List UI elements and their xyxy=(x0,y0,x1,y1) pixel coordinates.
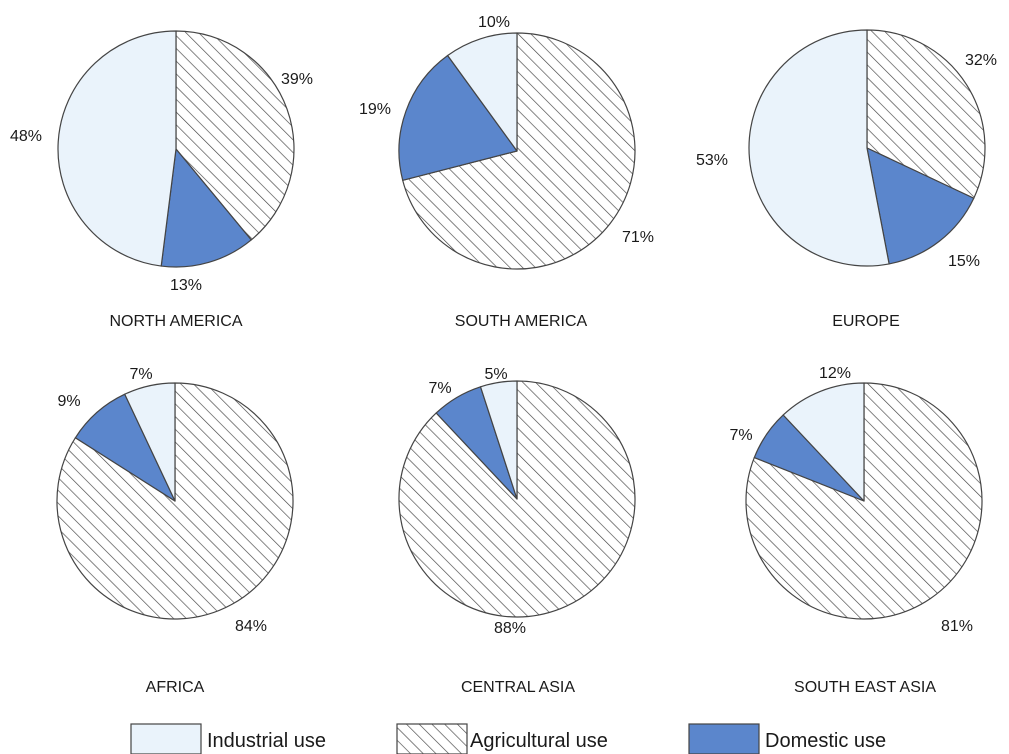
data-label-europe-domestic: 15% xyxy=(948,253,980,270)
chart-title-europe: EUROPE xyxy=(832,313,900,330)
slice-south-america-domestic xyxy=(398,54,518,181)
pie-south-america: 71% 19% 10% xyxy=(359,14,654,270)
data-label-central-asia-domestic: 7% xyxy=(428,380,451,397)
data-label-south-america-agricultural: 71% xyxy=(622,229,654,246)
data-label-north-america-domestic: 13% xyxy=(170,277,202,294)
slice-africa-industrial xyxy=(124,382,176,502)
data-label-south-east-asia-domestic: 7% xyxy=(729,427,752,444)
slice-europe-domestic xyxy=(866,147,975,265)
data-label-central-asia-agricultural: 88% xyxy=(494,620,526,637)
legend-label-industrial: Industrial use xyxy=(207,730,326,752)
legend: Industrial use Agricultural use Domestic… xyxy=(130,723,886,754)
data-label-south-america-industrial: 10% xyxy=(478,14,510,31)
pie-central-asia: 88% 7% 5% xyxy=(398,366,636,637)
pie-north-america: 39% 13% 48% xyxy=(10,30,313,294)
chart-title-south-america: SOUTH AMERICA xyxy=(455,313,588,330)
slice-central-asia-industrial xyxy=(479,380,518,500)
data-label-north-america-industrial: 48% xyxy=(10,128,42,145)
legend-swatch-industrial xyxy=(130,723,202,754)
legend-label-domestic: Domestic use xyxy=(765,730,886,752)
slice-europe-agricultural xyxy=(866,29,986,199)
data-label-south-america-domestic: 19% xyxy=(359,101,391,118)
data-label-south-east-asia-agricultural: 81% xyxy=(941,618,973,635)
chart-title-north-america: NORTH AMERICA xyxy=(109,313,242,330)
slice-north-america-domestic xyxy=(160,148,252,268)
legend-label-agricultural: Agricultural use xyxy=(470,730,608,752)
data-label-central-asia-industrial: 5% xyxy=(484,366,507,383)
legend-swatch-agricultural xyxy=(396,723,468,754)
data-label-north-america-agricultural: 39% xyxy=(281,71,313,88)
data-label-africa-agricultural: 84% xyxy=(235,618,267,635)
data-label-europe-industrial: 53% xyxy=(696,152,728,169)
slice-south-east-asia-agricultural xyxy=(745,382,983,620)
data-label-europe-agricultural: 32% xyxy=(965,52,997,69)
pie-africa: 84% 9% 7% xyxy=(56,366,294,635)
slice-central-asia-agricultural xyxy=(398,380,636,618)
chart-title-south-east-asia: SOUTH EAST ASIA xyxy=(794,679,936,696)
chart-title-central-asia: CENTRAL ASIA xyxy=(461,679,575,696)
slice-south-america-agricultural xyxy=(402,32,636,270)
slice-north-america-industrial xyxy=(57,30,177,267)
slice-north-america-agricultural xyxy=(175,30,295,241)
data-label-africa-industrial: 7% xyxy=(129,366,152,383)
slice-europe-industrial xyxy=(748,29,890,267)
chart-title-africa: AFRICA xyxy=(146,679,205,696)
data-label-south-east-asia-industrial: 12% xyxy=(819,365,851,382)
pie-europe: 32% 15% 53% xyxy=(696,29,997,270)
legend-swatch-domestic xyxy=(688,723,760,754)
slice-south-america-industrial xyxy=(447,32,518,152)
pie-south-east-asia: 81% 7% 12% xyxy=(729,365,983,635)
slice-south-east-asia-industrial xyxy=(782,382,865,502)
data-label-africa-domestic: 9% xyxy=(57,393,80,410)
